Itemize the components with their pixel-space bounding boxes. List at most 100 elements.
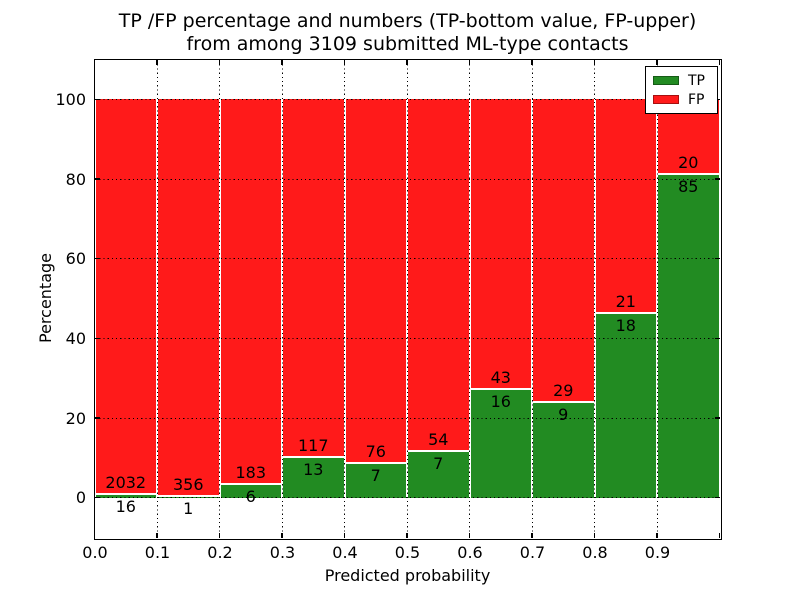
x-tick-label: 0.4: [332, 543, 358, 562]
horizontal-gridline: [94, 98, 720, 100]
x-tick-mark: [468, 59, 471, 65]
x-tick-mark: [406, 532, 408, 538]
x-tick-mark: [593, 59, 596, 65]
y-tick-label: 100: [55, 89, 86, 109]
x-tick-mark: [718, 532, 721, 538]
legend-item: TP: [653, 71, 710, 90]
y-tick-mark: [94, 337, 100, 340]
x-tick-label: 0.3: [269, 543, 296, 562]
x-tick-mark: [718, 59, 721, 65]
tp-count-label: 18: [615, 315, 636, 335]
fp-bar-segment: [219, 99, 282, 486]
y-tick-mark: [94, 496, 100, 499]
vertical-gridline: [344, 59, 345, 538]
plot-area: 2032 16 356 1 183 6 117 13 76 7 54 7 43 16 29 9 21 18 20 85: [93, 58, 722, 540]
tp-bar-segment: [532, 403, 595, 498]
legend: TP FP: [645, 66, 718, 114]
x-tick-mark: [281, 532, 283, 538]
tp-count-label: 85: [678, 177, 699, 197]
fp-bar-segment: [344, 99, 407, 465]
x-tick-label: 0.2: [207, 543, 233, 562]
x-tick-mark: [531, 532, 533, 538]
fp-count-label: 76: [365, 442, 386, 462]
x-tick-label: 0.6: [457, 543, 483, 562]
x-tick-mark: [656, 532, 658, 538]
fp-count-label: 356: [172, 474, 204, 494]
x-tick-mark: [343, 532, 346, 538]
y-tick-mark: [94, 417, 100, 419]
x-tick-label: 0.7: [519, 543, 546, 562]
vertical-gridline: [281, 59, 283, 538]
chart-title: TP /FP percentage and numbers (TP-bottom…: [95, 10, 720, 56]
y-tick-label: 80: [65, 169, 86, 189]
tp-bar-segment: [594, 313, 657, 498]
x-tick-label: 0.1: [144, 543, 171, 562]
x-tick-mark: [656, 59, 658, 65]
x-tick-mark: [156, 532, 158, 538]
x-tick-mark: [531, 59, 533, 65]
x-tick-mark: [406, 59, 408, 65]
vertical-gridline: [656, 59, 658, 538]
vertical-gridline: [156, 59, 158, 538]
tp-count-label: 6: [245, 487, 256, 507]
y-tick-mark: [94, 98, 100, 101]
tp-count-label: 16: [490, 391, 511, 411]
tp-bar-segment: [657, 175, 720, 498]
fp-count-label: 43: [490, 367, 511, 387]
tp-count-label: 7: [370, 466, 381, 486]
fp-count-label: 183: [235, 463, 267, 483]
fp-bar-segment: [532, 99, 595, 404]
fp-bar-segment: [407, 99, 470, 452]
fp-legend-swatch: [653, 95, 679, 104]
tp-bar-segment: [469, 389, 532, 498]
fp-count-label: 29: [553, 381, 574, 401]
x-tick-label: 0.0: [82, 543, 108, 562]
y-tick-label: 0: [75, 488, 86, 508]
y-tick-label: 20: [65, 408, 86, 428]
y-tick-mark: [714, 496, 720, 499]
fp-bar-segment: [94, 99, 157, 495]
x-tick-mark: [156, 59, 158, 65]
horizontal-gridline: [94, 337, 720, 339]
x-axis-label: Predicted probability: [324, 566, 491, 585]
vertical-gridline: [219, 59, 220, 538]
tp-count-label: 13: [303, 459, 324, 479]
x-tick-mark: [93, 59, 96, 65]
vertical-gridline: [531, 59, 533, 538]
x-tick-mark: [218, 59, 221, 65]
x-tick-mark: [93, 532, 96, 538]
fp-count-label: 21: [615, 291, 636, 311]
legend-label: FP: [688, 91, 705, 108]
fp-count-label: 20: [678, 153, 699, 173]
fp-bar-segment: [282, 99, 345, 458]
y-tick-mark: [94, 257, 100, 260]
x-tick-mark: [468, 532, 471, 538]
tp-count-label: 16: [115, 496, 136, 516]
tp-count-label: 9: [558, 405, 569, 425]
x-tick-mark: [218, 532, 221, 538]
fp-bar-segment: [157, 99, 220, 497]
y-tick-mark: [714, 337, 720, 340]
fp-count-label: 54: [428, 429, 449, 449]
y-tick-mark: [714, 417, 720, 419]
x-tick-label: 0.8: [582, 543, 608, 562]
x-tick-mark: [593, 532, 596, 538]
legend-item: FP: [653, 90, 710, 109]
tp-count-label: 7: [433, 453, 444, 473]
y-tick-label: 40: [65, 328, 86, 348]
chart-title-line2: from among 3109 submitted ML-type contac…: [186, 33, 629, 55]
horizontal-gridline: [94, 258, 720, 260]
vertical-gridline: [469, 59, 470, 538]
x-tick-label: 0.9: [644, 543, 671, 562]
y-tick-mark: [714, 257, 720, 260]
tp-bar-segment: [407, 451, 470, 498]
fp-count-label: 2032: [105, 472, 147, 492]
y-tick-label: 60: [65, 249, 86, 269]
tp-bar-segment: [282, 457, 345, 498]
fp-count-label: 117: [297, 435, 329, 455]
horizontal-gridline: [94, 417, 720, 419]
y-tick-mark: [94, 178, 100, 180]
tp-count-label: 1: [183, 498, 194, 518]
fp-bar-segment: [594, 99, 657, 314]
